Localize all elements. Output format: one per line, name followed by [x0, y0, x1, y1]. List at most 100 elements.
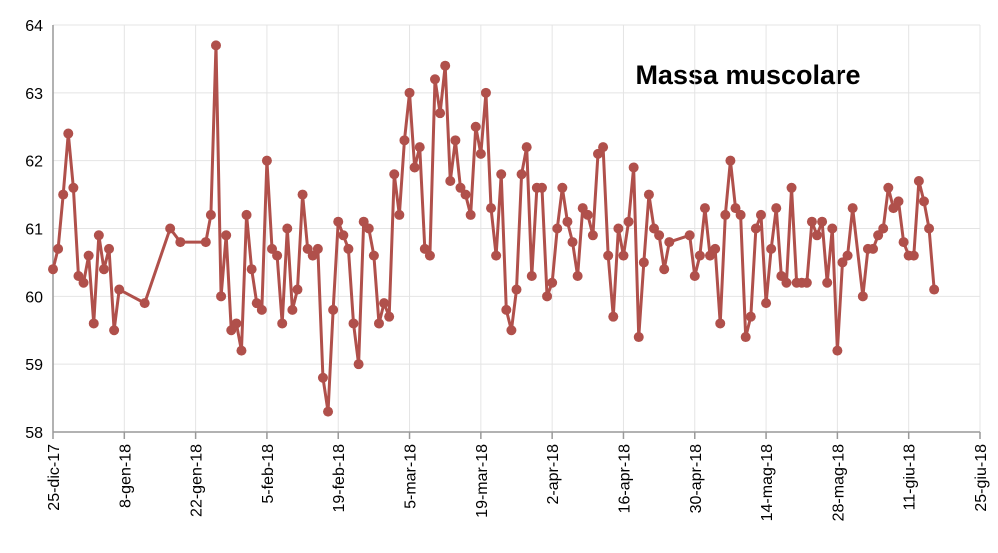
data-point [542, 291, 553, 302]
data-point [888, 203, 899, 214]
data-point [878, 223, 889, 234]
y-tick-label: 62 [25, 154, 43, 171]
data-point [78, 277, 89, 288]
data-point [251, 298, 262, 309]
data-point [913, 176, 924, 187]
y-tick-label: 63 [25, 86, 43, 103]
data-point [837, 257, 848, 268]
data-point [735, 209, 746, 220]
data-point [592, 148, 603, 159]
x-tick-label: 2-apr-18 [545, 444, 562, 505]
data-point [343, 243, 354, 254]
data-point [536, 182, 547, 193]
data-point [501, 304, 512, 315]
data-point [267, 243, 278, 254]
data-point [450, 135, 461, 146]
data-point [277, 318, 288, 329]
data-point [358, 216, 369, 227]
data-point [246, 264, 257, 275]
data-point [516, 169, 527, 180]
data-point [63, 128, 74, 139]
x-tick-label: 19-feb-18 [331, 444, 348, 513]
data-point [750, 223, 761, 234]
data-point [705, 250, 716, 261]
data-point [435, 108, 446, 119]
y-tick-label: 61 [25, 222, 43, 239]
data-point [526, 270, 537, 281]
data-point [786, 182, 797, 193]
data-point [847, 203, 858, 214]
data-point [440, 60, 451, 71]
x-tick-label: 5-mar-18 [403, 444, 420, 509]
data-point [165, 223, 176, 234]
data-point [745, 311, 756, 322]
data-point [781, 277, 792, 288]
data-point [210, 40, 221, 51]
data-point [241, 209, 252, 220]
data-point [740, 332, 751, 343]
data-point [486, 203, 497, 214]
data-point [628, 162, 639, 173]
data-point [613, 223, 624, 234]
data-point [475, 148, 486, 159]
data-point [694, 250, 705, 261]
data-point [684, 230, 695, 241]
data-point [755, 209, 766, 220]
data-point [302, 243, 313, 254]
data-point [399, 135, 410, 146]
x-tick-label: 25-giu-18 [973, 444, 990, 512]
data-point [506, 325, 517, 336]
data-point [547, 277, 558, 288]
x-tick-label: 22-gen-18 [189, 444, 206, 517]
data-point [761, 298, 772, 309]
data-point [654, 230, 665, 241]
data-point [455, 182, 466, 193]
data-point [929, 284, 940, 295]
data-point [53, 243, 64, 254]
data-point [491, 250, 502, 261]
data-point [562, 216, 573, 227]
data-point [226, 325, 237, 336]
data-point [725, 155, 736, 166]
data-point [638, 257, 649, 268]
data-point [623, 216, 634, 227]
data-point [109, 325, 120, 336]
data-point [68, 182, 79, 193]
data-point [730, 203, 741, 214]
data-point [58, 189, 69, 200]
x-tick-label: 30-apr-18 [688, 444, 705, 513]
data-point [384, 311, 395, 322]
data-point [282, 223, 293, 234]
data-point [460, 189, 471, 200]
data-point [363, 223, 374, 234]
data-point [88, 318, 99, 329]
data-point [353, 359, 364, 370]
data-point [114, 284, 125, 295]
data-point [480, 87, 491, 98]
data-point [373, 318, 384, 329]
data-point [256, 304, 267, 315]
data-point [414, 142, 425, 153]
data-point [465, 209, 476, 220]
data-point [292, 284, 303, 295]
data-point [664, 237, 675, 248]
data-point [323, 406, 334, 417]
x-tick-label: 11-giu-18 [902, 444, 919, 511]
data-point [496, 169, 507, 180]
data-point [582, 209, 593, 220]
data-point [842, 250, 853, 261]
data-point [379, 298, 390, 309]
data-point [205, 209, 216, 220]
data-point [98, 264, 109, 275]
data-point [710, 243, 721, 254]
data-point [659, 264, 670, 275]
data-point [771, 203, 782, 214]
x-tick-label: 16-apr-18 [616, 444, 633, 513]
data-point [812, 230, 823, 241]
data-point [231, 318, 242, 329]
data-point [470, 121, 481, 132]
data-point [328, 304, 339, 315]
data-point [307, 250, 318, 261]
data-point [817, 216, 828, 227]
data-point [608, 311, 619, 322]
